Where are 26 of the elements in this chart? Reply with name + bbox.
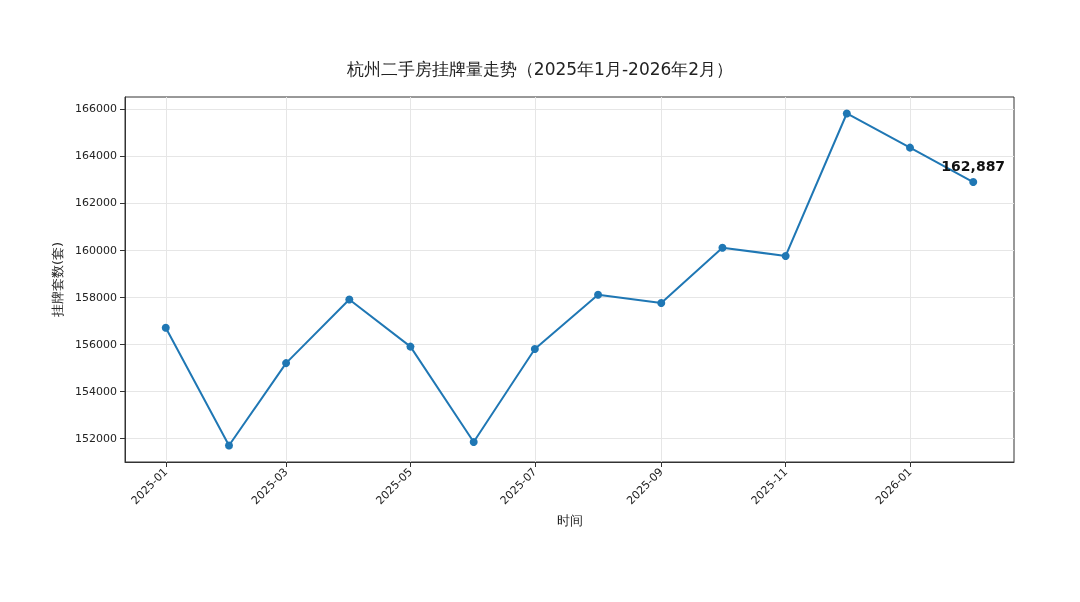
point — [594, 290, 603, 299]
point — [225, 441, 233, 450]
y-tick-label: 158000 — [75, 290, 117, 304]
point — [282, 359, 291, 368]
y-tick-label: 156000 — [75, 337, 117, 351]
y-tick-label: 160000 — [75, 243, 117, 257]
y-tick-label: 164000 — [75, 149, 117, 163]
y-axis-title: 挂牌套数(套) — [50, 241, 66, 318]
x-axis-title: 时间 — [556, 513, 583, 528]
point — [657, 299, 666, 308]
point — [969, 178, 978, 187]
point — [530, 344, 539, 353]
point — [469, 437, 478, 446]
point — [406, 342, 415, 351]
point — [161, 323, 170, 332]
point — [345, 295, 354, 304]
y-tick-label: 152000 — [75, 431, 117, 445]
y-tick-label: 162000 — [75, 196, 117, 210]
y-tick-label: 166000 — [75, 102, 117, 116]
y-tick-label: 154000 — [75, 384, 117, 398]
point — [842, 109, 851, 118]
point — [781, 251, 790, 260]
chart-title: 杭州二手房挂牌量走势（2025年1月-2026年2月） — [345, 58, 734, 79]
data-label: 162,887 — [941, 158, 1006, 175]
point — [718, 243, 727, 252]
point — [906, 143, 915, 152]
